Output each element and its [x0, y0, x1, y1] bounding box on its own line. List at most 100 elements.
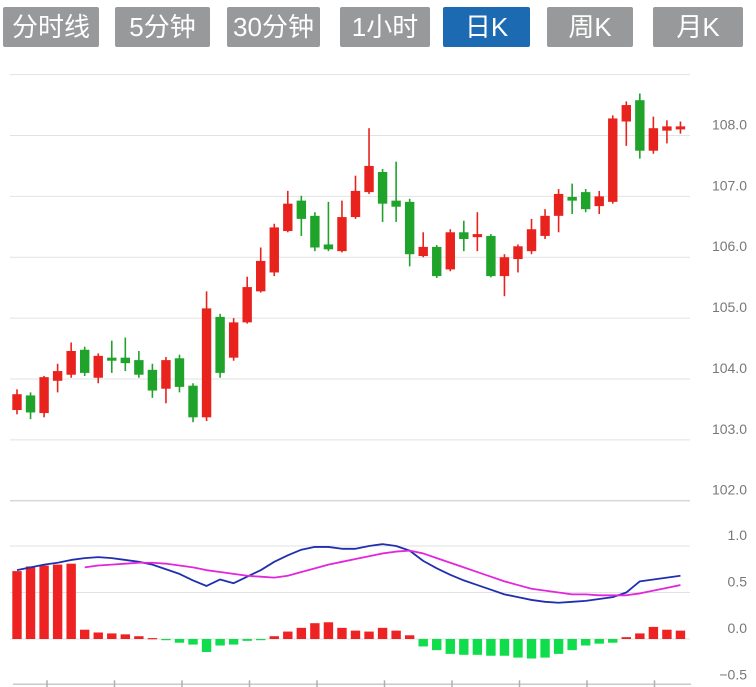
macd-bar-positive — [134, 636, 144, 639]
candle-up — [675, 126, 686, 130]
y-axis-label: 107.0 — [712, 177, 747, 193]
tab-monthly-k-label: 月K — [676, 12, 720, 42]
macd-bar-negative — [567, 639, 577, 651]
macd-bar-positive — [323, 622, 334, 639]
candle-down — [635, 100, 645, 151]
macd-bar-positive — [364, 631, 374, 639]
candle-up — [648, 128, 659, 151]
macd-bar-positive — [107, 633, 117, 639]
macd-bar-positive — [391, 630, 401, 639]
macd-bar-positive — [147, 638, 158, 640]
macd-bar-positive — [377, 627, 388, 639]
candle-up — [161, 360, 171, 389]
candle-down — [147, 369, 158, 391]
macd-bar-negative — [513, 639, 523, 658]
macd-bar-negative — [499, 639, 510, 656]
macd-bar-positive — [269, 636, 279, 639]
macd-bar-negative — [540, 639, 550, 658]
tab-weekly-k-label: 周K — [568, 12, 612, 42]
y-axis-label: 0.0 — [728, 620, 748, 636]
candle-up — [269, 227, 279, 273]
candle-down — [25, 395, 36, 413]
candle-down — [296, 200, 307, 219]
tab-daily-k[interactable]: 日K — [443, 7, 530, 47]
y-axis-label: 104.0 — [712, 360, 747, 376]
macd-bar-negative — [459, 639, 469, 655]
macd-bar-negative — [608, 639, 618, 643]
tab-5min[interactable]: 5分钟 — [115, 7, 210, 47]
macd-bar-positive — [621, 637, 631, 639]
macd-bar-negative — [161, 639, 171, 641]
macd-bar-positive — [404, 635, 415, 639]
macd-bar-positive — [337, 627, 347, 639]
macd-bar-negative — [580, 639, 591, 646]
candle-up — [39, 377, 49, 414]
candle-down — [486, 235, 496, 277]
macd-bar-negative — [201, 639, 212, 653]
y-axis-label: −0.5 — [719, 667, 747, 683]
tab-1hour[interactable]: 1小时 — [340, 7, 430, 47]
candle-down — [188, 385, 198, 418]
macd-bar-positive — [66, 563, 76, 639]
macd-bar-positive — [80, 629, 90, 639]
tab-1hour-label: 1小时 — [351, 12, 419, 42]
candle-down — [391, 200, 401, 207]
macd-bar-positive — [39, 565, 49, 639]
candle-up — [256, 260, 266, 292]
tab-weekly-k[interactable]: 周K — [547, 7, 633, 47]
y-axis-label: 105.0 — [712, 299, 747, 315]
candle-up — [364, 165, 374, 193]
candle-down — [459, 232, 469, 239]
macd-bar-negative — [256, 639, 266, 641]
y-axis-label: 108.0 — [712, 117, 747, 133]
macd-bar-negative — [174, 639, 185, 643]
candle-up — [513, 246, 523, 260]
macd-bar-positive — [12, 571, 22, 639]
macd-bar-negative — [418, 639, 428, 647]
macd-bar-negative — [472, 639, 483, 655]
tab-minute-line[interactable]: 分时线 — [3, 7, 99, 47]
candle-down — [432, 246, 442, 277]
candle-down — [404, 201, 415, 255]
macd-bar-positive — [120, 634, 131, 639]
macd-bar-negative — [594, 639, 604, 644]
macd-bar-negative — [215, 639, 225, 646]
candle-up — [608, 118, 618, 202]
candle-up — [472, 234, 483, 238]
macd-bar-negative — [432, 639, 442, 651]
candle-down — [310, 215, 320, 248]
candle-up — [12, 394, 22, 411]
tab-5min-label: 5分钟 — [129, 12, 196, 42]
candle-down — [567, 196, 577, 201]
candle-up — [418, 246, 428, 257]
macd-bar-positive — [296, 627, 307, 639]
macd-dif-line — [16, 543, 681, 604]
candle-up — [337, 217, 347, 252]
y-axis-label: 103.0 — [712, 421, 747, 437]
candle-up — [283, 203, 293, 232]
macd-bar-negative — [486, 639, 496, 656]
tab-30min[interactable]: 30分钟 — [227, 7, 320, 47]
candle-up — [540, 215, 550, 236]
candle-up — [52, 371, 63, 381]
macd-bar-positive — [662, 629, 672, 639]
candle-down — [107, 357, 117, 361]
macd-dea-line — [84, 549, 681, 597]
macd-bar-negative — [553, 639, 564, 654]
tab-monthly-k[interactable]: 月K — [653, 7, 743, 47]
macd-bar-positive — [648, 626, 659, 639]
candle-up — [553, 193, 564, 216]
macd-bar-negative — [445, 639, 455, 654]
candle-up — [201, 308, 212, 418]
candle-up — [662, 126, 672, 131]
macd-bar-positive — [25, 566, 36, 639]
macd-bar-negative — [228, 639, 239, 645]
candle-down — [215, 316, 225, 373]
candle-down — [580, 192, 591, 210]
y-axis-label: 106.0 — [712, 238, 747, 254]
macd-bar-positive — [635, 633, 645, 639]
candle-down — [80, 349, 90, 373]
candle-down — [174, 358, 185, 387]
